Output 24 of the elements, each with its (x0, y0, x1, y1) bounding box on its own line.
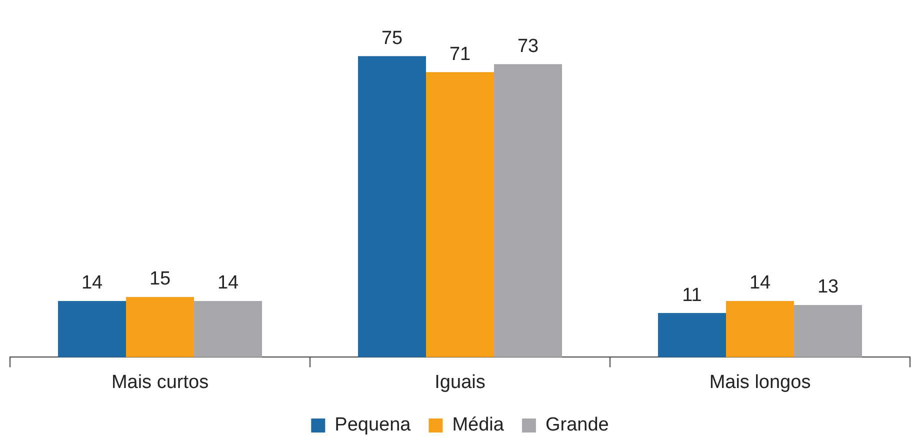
legend-label: Média (452, 414, 504, 436)
data-label: 14 (81, 272, 103, 294)
data-label: 13 (817, 276, 839, 298)
data-label: 73 (517, 36, 539, 57)
bar (194, 300, 262, 358)
data-label: 14 (749, 272, 771, 294)
bar (726, 300, 794, 358)
legend-label: Grande (545, 414, 609, 436)
bar (58, 300, 126, 358)
data-label: 11 (682, 284, 702, 306)
data-label: 75 (381, 28, 403, 49)
data-label: 71 (449, 44, 471, 65)
bar (658, 313, 726, 358)
x-tick-label: Iguais (434, 372, 486, 393)
bar (358, 56, 426, 358)
bar (426, 72, 494, 358)
data-label: 15 (149, 268, 171, 290)
bar (794, 305, 862, 358)
x-tick-label: Mais longos (709, 372, 811, 393)
x-tick-label: Mais curtos (111, 372, 209, 393)
bar (494, 64, 562, 358)
data-label: 14 (217, 272, 239, 294)
bar (126, 296, 194, 358)
legend-label: Pequena (334, 414, 412, 436)
